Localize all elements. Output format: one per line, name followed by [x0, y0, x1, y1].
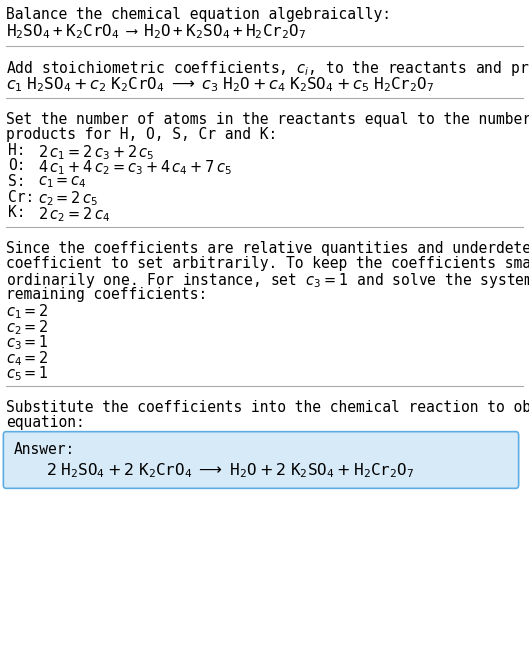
- Text: $c_1 = 2$: $c_1 = 2$: [6, 303, 49, 321]
- Text: Balance the chemical equation algebraically:: Balance the chemical equation algebraica…: [6, 7, 391, 22]
- Text: $2\,c_2 = 2\,c_4$: $2\,c_2 = 2\,c_4$: [38, 205, 110, 223]
- Text: remaining coefficients:: remaining coefficients:: [6, 287, 207, 302]
- Text: H:: H:: [8, 143, 25, 158]
- Text: O:: O:: [8, 159, 25, 173]
- FancyBboxPatch shape: [3, 432, 518, 488]
- Text: Cr:: Cr:: [8, 189, 34, 205]
- Text: ordinarily one. For instance, set $c_3 = 1$ and solve the system of equations fo: ordinarily one. For instance, set $c_3 =…: [6, 271, 529, 291]
- Text: coefficient to set arbitrarily. To keep the coefficients small, the arbitrary va: coefficient to set arbitrarily. To keep …: [6, 256, 529, 271]
- Text: Add stoichiometric coefficients, $c_i$, to the reactants and products:: Add stoichiometric coefficients, $c_i$, …: [6, 59, 529, 79]
- Text: $c_2 = 2$: $c_2 = 2$: [6, 318, 49, 337]
- Text: $c_3 = 1$: $c_3 = 1$: [6, 334, 49, 352]
- Text: equation:: equation:: [6, 416, 85, 430]
- Text: S:: S:: [8, 174, 25, 189]
- Text: Set the number of atoms in the reactants equal to the number of atoms in the: Set the number of atoms in the reactants…: [6, 112, 529, 127]
- Text: $c_1\;\mathregular{H_2SO_4} + c_2\;\mathregular{K_2CrO_4} \;\longrightarrow\; c_: $c_1\;\mathregular{H_2SO_4} + c_2\;\math…: [6, 75, 435, 93]
- Text: Answer:: Answer:: [14, 442, 75, 457]
- Text: Since the coefficients are relative quantities and underdetermined, choose a: Since the coefficients are relative quan…: [6, 241, 529, 255]
- Text: $4\,c_1 + 4\,c_2 = c_3 + 4\,c_4 + 7\,c_5$: $4\,c_1 + 4\,c_2 = c_3 + 4\,c_4 + 7\,c_5…: [38, 159, 232, 177]
- Text: $2\,c_1 = 2\,c_3 + 2\,c_5$: $2\,c_1 = 2\,c_3 + 2\,c_5$: [38, 143, 154, 161]
- Text: Substitute the coefficients into the chemical reaction to obtain the balanced: Substitute the coefficients into the che…: [6, 400, 529, 415]
- Text: products for H, O, S, Cr and K:: products for H, O, S, Cr and K:: [6, 127, 277, 143]
- Text: $2\;\mathregular{H_2SO_4} + 2\;\mathregular{K_2CrO_4} \;\longrightarrow\; \mathr: $2\;\mathregular{H_2SO_4} + 2\;\mathregu…: [46, 461, 415, 480]
- Text: $c_2 = 2\,c_5$: $c_2 = 2\,c_5$: [38, 189, 98, 208]
- Text: $c_1 = c_4$: $c_1 = c_4$: [38, 174, 87, 189]
- Text: $c_5 = 1$: $c_5 = 1$: [6, 364, 49, 384]
- Text: $\mathregular{H_2SO_4 + K_2CrO_4 \;\longrightarrow\; H_2O + K_2SO_4 + H_2Cr_2O_7: $\mathregular{H_2SO_4 + K_2CrO_4 \;\long…: [6, 23, 306, 41]
- Text: K:: K:: [8, 205, 25, 220]
- Text: $c_4 = 2$: $c_4 = 2$: [6, 349, 49, 368]
